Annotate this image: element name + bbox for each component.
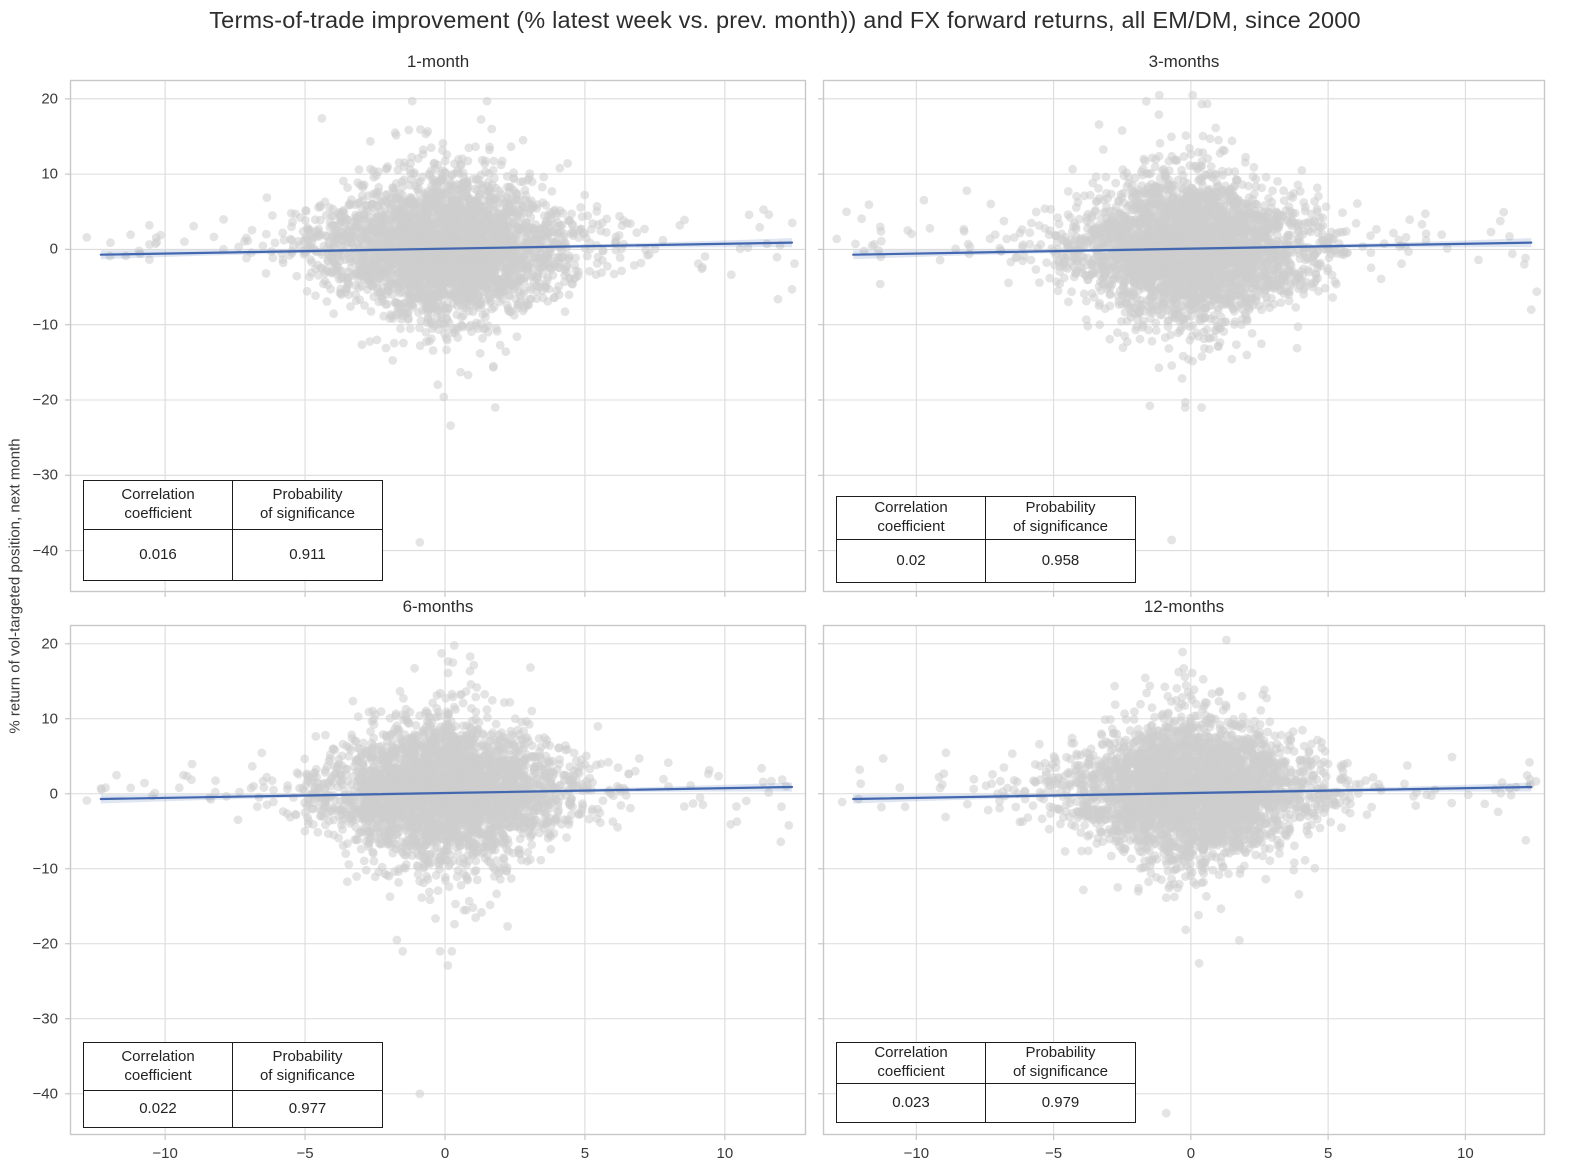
tick-marks [65, 643, 726, 1140]
x-tick-label: 0 [440, 1145, 450, 1162]
scatter-plot [818, 79, 1546, 597]
regression-line [99, 785, 794, 801]
plot-border [822, 624, 1546, 1136]
y-tick-label: −10 [32, 316, 58, 334]
subplot-6-months: 6-months 20 10 0 −10 −20 −30 −40 −10 −5 0 5 10 Correl… [33, 597, 807, 1162]
tick-marks [818, 643, 1466, 1140]
plot-border [69, 624, 807, 1136]
y-tick-label: −30 [32, 1010, 58, 1028]
probability-header-cell: Probability of significance [232, 480, 383, 530]
stats-table: Correlation coefficient Probability of si… [836, 496, 1136, 583]
probability-value-cell: 0.979 [985, 1083, 1136, 1123]
y-tick-label: −20 [32, 935, 58, 953]
correlation-header-cell: Correlation coefficient [836, 496, 986, 540]
stats-table: Correlation coefficient Probability of si… [83, 480, 383, 581]
subplot-1-month: 1-month 20 10 0 −10 −20 −30 −40 Correlation coef… [33, 52, 807, 597]
y-tick-label: 0 [49, 240, 58, 258]
plot-border [822, 79, 1546, 593]
y-tick-label: −10 [32, 860, 58, 878]
y-tick-label: 10 [41, 165, 58, 183]
correlation-header-cell: Correlation coefficient [836, 1042, 986, 1084]
y-tick-label: −30 [32, 466, 58, 484]
correlation-value-cell: 0.016 [83, 529, 233, 581]
x-tick-label: −5 [1045, 1145, 1063, 1162]
regression-line [99, 241, 794, 256]
correlation-value-cell: 0.022 [83, 1090, 233, 1128]
correlation-header-cell: Correlation coefficient [83, 1042, 233, 1091]
x-tick-label: 0 [1186, 1145, 1196, 1162]
probability-value-cell: 0.977 [232, 1090, 383, 1128]
subplot-3-months: 3-months Correlation coefficient Probabili… [818, 52, 1546, 597]
subplot-title: 1-month [406, 52, 470, 71]
y-tick-label: 10 [41, 710, 58, 728]
scatter-plot [818, 624, 1546, 1140]
subplot-12-months: 12-months −10 −5 0 5 10 Correlation coefficien… [818, 597, 1546, 1162]
probability-header-cell: Probability of significance [985, 496, 1136, 540]
x-tick-label: −10 [152, 1145, 178, 1162]
scatter-plot [65, 624, 807, 1140]
correlation-value-cell: 0.023 [836, 1083, 986, 1123]
subplot-title: 12-months [1143, 597, 1225, 616]
probability-header-cell: Probability of significance [232, 1042, 383, 1091]
scatter-points [837, 635, 1541, 1118]
x-tick-label: 5 [1323, 1145, 1333, 1162]
stats-table: Correlation coefficient Probability of si… [83, 1042, 383, 1128]
tick-marks [818, 98, 1466, 597]
subplot-title: 3-months [1148, 52, 1220, 71]
probability-value-cell: 0.958 [985, 539, 1136, 583]
regression-line [852, 241, 1533, 256]
y-tick-label: 20 [41, 90, 58, 108]
probability-value-cell: 0.911 [232, 529, 383, 581]
x-tick-label: −10 [903, 1145, 930, 1162]
y-tick-label: −40 [32, 1085, 58, 1103]
y-tick-label: −40 [32, 542, 58, 560]
stats-table: Correlation coefficient Probability of si… [836, 1042, 1136, 1123]
y-tick-label: 20 [41, 635, 58, 653]
scatter-points [832, 90, 1542, 545]
regression-line [852, 785, 1533, 801]
x-tick-label: −5 [296, 1145, 314, 1162]
x-tick-label: 5 [580, 1145, 590, 1162]
scatter-points [82, 641, 794, 1099]
x-tick-label: 10 [1457, 1145, 1474, 1162]
scatter-plot [65, 79, 807, 597]
probability-header-cell: Probability of significance [985, 1042, 1136, 1084]
correlation-value-cell: 0.02 [836, 539, 986, 583]
x-tick-label: 10 [716, 1145, 734, 1162]
figure-title: Terms-of-trade improvement (% latest wee… [209, 7, 1361, 33]
y-tick-label: 0 [49, 785, 58, 803]
plot-border [69, 79, 807, 593]
tick-marks [65, 98, 726, 597]
subplot-title: 6-months [402, 597, 474, 616]
correlation-header-cell: Correlation coefficient [83, 480, 233, 530]
y-tick-label: −20 [32, 391, 58, 409]
